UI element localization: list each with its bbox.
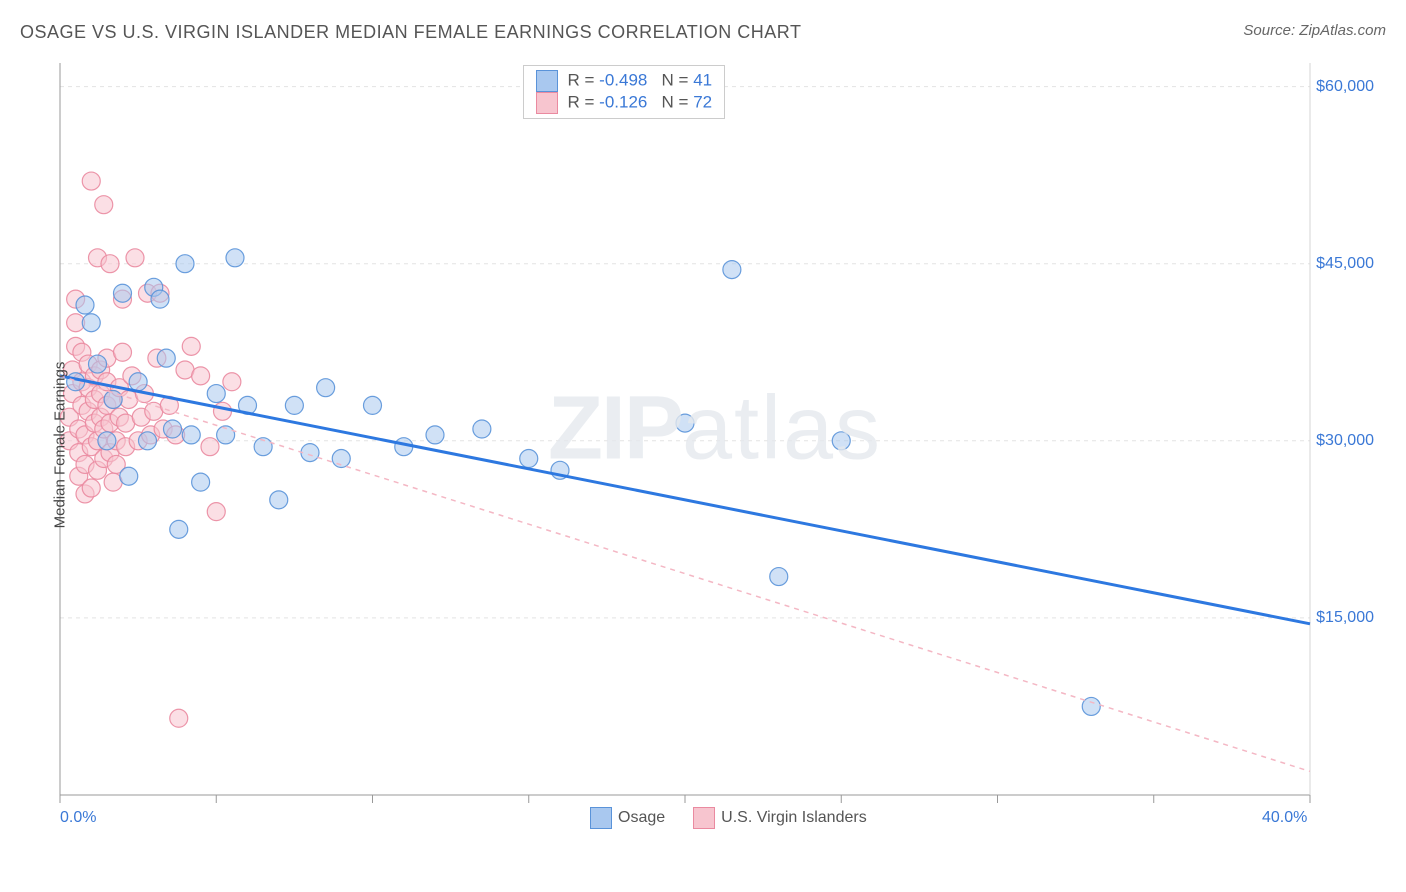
y-tick-label: $45,000 bbox=[1316, 255, 1374, 273]
source-credit: Source: ZipAtlas.com bbox=[1243, 22, 1386, 39]
y-tick-label: $60,000 bbox=[1316, 78, 1374, 96]
chart-title: OSAGE VS U.S. VIRGIN ISLANDER MEDIAN FEM… bbox=[20, 22, 801, 43]
correlation-legend: R = -0.498 N = 41R = -0.126 N = 72 bbox=[523, 65, 726, 119]
legend-swatch bbox=[536, 92, 558, 114]
y-tick-label: $15,000 bbox=[1316, 609, 1374, 627]
legend-swatch bbox=[536, 70, 558, 92]
x-tick-min: 0.0% bbox=[60, 809, 96, 827]
legend-item: Osage bbox=[590, 809, 665, 826]
legend-item: U.S. Virgin Islanders bbox=[693, 809, 867, 826]
source-value: ZipAtlas.com bbox=[1299, 22, 1386, 39]
y-axis-label: Median Female Earnings bbox=[52, 362, 69, 529]
legend-swatch bbox=[590, 807, 612, 829]
legend-swatch bbox=[693, 807, 715, 829]
series-legend: Osage U.S. Virgin Islanders bbox=[590, 807, 895, 829]
source-label: Source: bbox=[1243, 22, 1295, 39]
x-tick-max: 40.0% bbox=[1262, 809, 1307, 827]
scatter-chart bbox=[50, 55, 1380, 835]
plot-area: Median Female Earnings ZIPatlas $15,000$… bbox=[50, 55, 1380, 835]
legend-row: R = -0.498 N = 41 bbox=[536, 70, 713, 92]
legend-row: R = -0.126 N = 72 bbox=[536, 92, 713, 114]
y-tick-label: $30,000 bbox=[1316, 432, 1374, 450]
